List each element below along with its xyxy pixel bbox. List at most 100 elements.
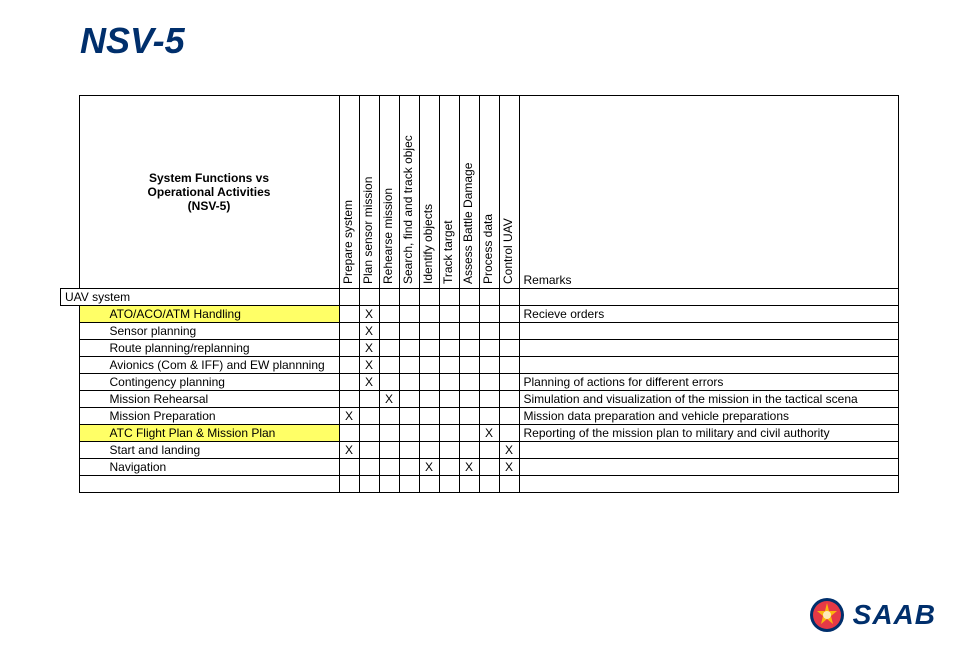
mark: [439, 289, 459, 306]
mark: [459, 289, 479, 306]
mark: [339, 476, 359, 493]
table-row: Mission RehearsalXSimulation and visuali…: [61, 391, 899, 408]
mark: [399, 357, 419, 374]
mark: [479, 340, 499, 357]
mark: [479, 357, 499, 374]
mark: [399, 374, 419, 391]
mark: X: [479, 425, 499, 442]
mark: [339, 289, 359, 306]
mark: [339, 306, 359, 323]
mark: [419, 442, 439, 459]
nsv5-table: System Functions vs Operational Activiti…: [60, 95, 899, 493]
mark: [419, 289, 439, 306]
col-header: Identify objects: [419, 96, 439, 289]
mark: [419, 357, 439, 374]
remarks: Planning of actions for different errors: [519, 374, 898, 391]
mark: X: [339, 408, 359, 425]
corner-spacer: [61, 476, 80, 493]
mark: [399, 459, 419, 476]
mark: X: [339, 442, 359, 459]
mark: [359, 408, 379, 425]
mark: [379, 289, 399, 306]
row-spacer: [61, 357, 80, 374]
col-header: Assess Battle Damage: [459, 96, 479, 289]
mark: [479, 459, 499, 476]
mark: [379, 323, 399, 340]
mark: [439, 357, 459, 374]
mark: X: [359, 374, 379, 391]
mark: [479, 442, 499, 459]
mark: [419, 306, 439, 323]
remarks: [519, 323, 898, 340]
mark: [399, 425, 419, 442]
mark: [339, 459, 359, 476]
row-spacer: [61, 306, 80, 323]
mark: [399, 306, 419, 323]
mark: [499, 306, 519, 323]
row-label: ATO/ACO/ATM Handling: [79, 306, 339, 323]
mark: [499, 323, 519, 340]
mark: [379, 306, 399, 323]
table-row: Contingency planningXPlanning of actions…: [61, 374, 899, 391]
mark: [499, 408, 519, 425]
row-label: Sensor planning: [79, 323, 339, 340]
col-label: Plan sensor mission: [361, 177, 375, 284]
mark: [359, 442, 379, 459]
remarks: [519, 442, 898, 459]
mark: [479, 391, 499, 408]
row-spacer: [61, 374, 80, 391]
mark: [339, 357, 359, 374]
corner-spacer: [61, 96, 80, 289]
col-header: Plan sensor mission: [359, 96, 379, 289]
col-header: Rehearse mission: [379, 96, 399, 289]
mark: [379, 442, 399, 459]
section-label: UAV system: [61, 289, 340, 306]
mark: [499, 289, 519, 306]
mark: [439, 306, 459, 323]
col-label: Rehearse mission: [381, 188, 395, 284]
mark: [439, 425, 459, 442]
brand-footer: SAAB: [809, 597, 936, 633]
mark: [399, 476, 419, 493]
mark: [459, 425, 479, 442]
mark: [399, 408, 419, 425]
mark: [379, 374, 399, 391]
table-row: ATC Flight Plan & Mission PlanXReporting…: [61, 425, 899, 442]
mark: [419, 425, 439, 442]
mark: [339, 323, 359, 340]
mark: [379, 459, 399, 476]
mark: [399, 442, 419, 459]
mark: [419, 323, 439, 340]
blank: [79, 476, 339, 493]
table-row: Sensor planningX: [61, 323, 899, 340]
row-spacer: [61, 323, 80, 340]
mark: [419, 340, 439, 357]
mark: [439, 442, 459, 459]
row-spacer: [61, 425, 80, 442]
mark: X: [419, 459, 439, 476]
remarks: [519, 340, 898, 357]
nsv5-table-container: System Functions vs Operational Activiti…: [60, 95, 960, 493]
mark: [399, 340, 419, 357]
remarks: Mission data preparation and vehicle pre…: [519, 408, 898, 425]
mark: [359, 425, 379, 442]
header-title-text: System Functions vs Operational Activiti…: [84, 102, 335, 282]
row-spacer: [61, 459, 80, 476]
mark: X: [359, 357, 379, 374]
mark: [379, 425, 399, 442]
table-row: NavigationXXX: [61, 459, 899, 476]
mark: X: [379, 391, 399, 408]
mark: X: [359, 306, 379, 323]
col-header: Control UAV: [499, 96, 519, 289]
mark: [419, 476, 439, 493]
mark: [379, 357, 399, 374]
col-header: Prepare system: [339, 96, 359, 289]
remarks: Recieve orders: [519, 306, 898, 323]
mark: [499, 340, 519, 357]
mark: [339, 340, 359, 357]
mark: [459, 408, 479, 425]
remarks: [519, 476, 898, 493]
header-title-cell: System Functions vs Operational Activiti…: [79, 96, 339, 289]
mark: [379, 476, 399, 493]
mark: [339, 391, 359, 408]
